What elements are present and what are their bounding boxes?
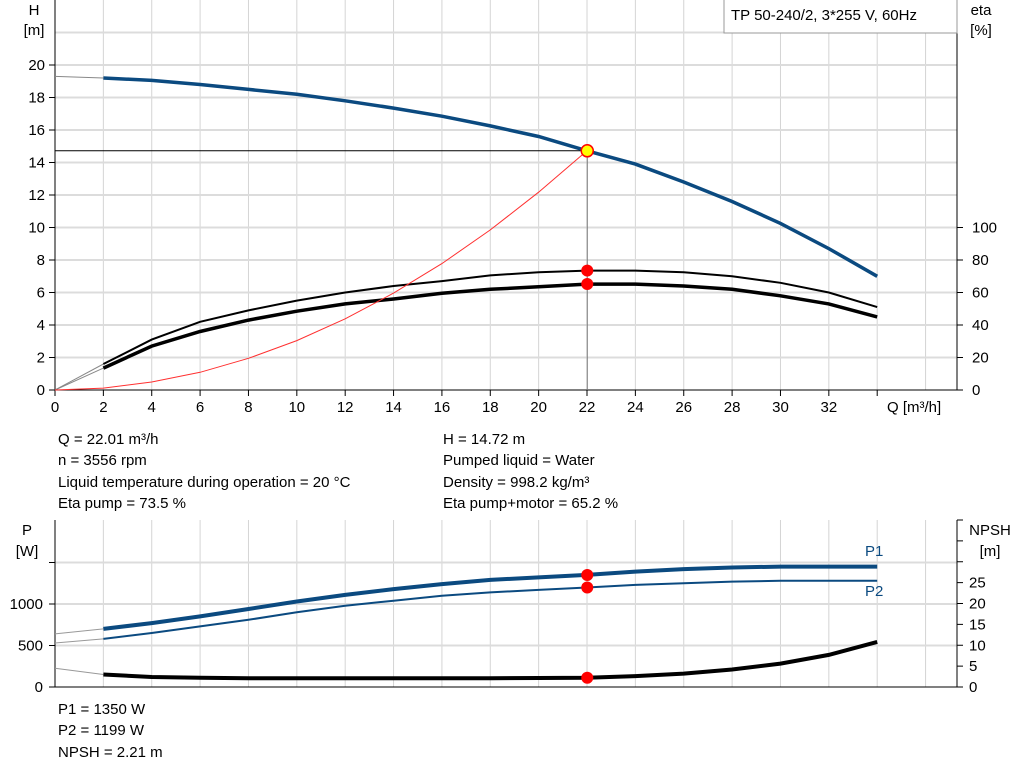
info-eta-total: Eta pump+motor = 65.2 % xyxy=(443,495,619,512)
y-tick-label: 0 xyxy=(37,382,45,399)
y-axis-unit: [m] xyxy=(24,22,45,39)
H-curve-extrapolated xyxy=(54,75,104,79)
x-tick-label: 22 xyxy=(579,399,596,416)
npsh-axis-unit: [m] xyxy=(980,543,1001,560)
eta-tick-label: 60 xyxy=(972,285,989,302)
p-tick-label: 1000 xyxy=(10,596,43,613)
p-axis-unit: [W] xyxy=(16,543,39,560)
p1-label: P1 xyxy=(865,543,883,560)
title-box xyxy=(723,0,958,34)
x-tick-label: 14 xyxy=(385,399,402,416)
info-eta-pump: Eta pump = 73.5 % xyxy=(58,495,186,512)
eta_pump-curve xyxy=(102,269,878,365)
y-tick-label: 4 xyxy=(37,317,45,334)
x-tick-label: 0 xyxy=(51,399,59,416)
x-tick-label: 26 xyxy=(675,399,692,416)
p1-point xyxy=(581,568,594,581)
x-tick-label: 32 xyxy=(820,399,837,416)
x-tick-label: 6 xyxy=(196,399,204,416)
y-tick-label: 8 xyxy=(37,252,45,269)
info-speed: n = 3556 rpm xyxy=(58,452,147,469)
info-liquid: Pumped liquid = Water xyxy=(443,452,595,469)
npsh-tick-label: 25 xyxy=(969,575,986,592)
eta-tick-label: 0 xyxy=(972,382,980,399)
p-tick-label: 0 xyxy=(35,679,43,696)
eta-tick-label: 40 xyxy=(972,317,989,334)
info-q: Q = 22.01 m³/h xyxy=(58,431,159,448)
eta-tick-label: 100 xyxy=(972,220,997,237)
x-tick-label: 12 xyxy=(337,399,354,416)
info-p2: P2 = 1199 W xyxy=(58,722,145,739)
y-tick-label: 12 xyxy=(28,187,45,204)
H-curve xyxy=(103,76,879,278)
npsh-point xyxy=(581,671,594,684)
eta-axis-label: eta xyxy=(971,2,993,19)
p1-curve-extrapolated xyxy=(54,628,104,635)
eta_pump_motor-curve-extrapolated xyxy=(54,367,104,391)
npsh-curve-extrapolated xyxy=(54,667,104,675)
info-density: Density = 998.2 kg/m³ xyxy=(443,474,590,491)
eta_pump_motor-curve xyxy=(102,282,878,370)
y-tick-label: 20 xyxy=(28,57,45,74)
p2-curve-extrapolated xyxy=(54,638,104,644)
npsh-tick-label: 10 xyxy=(969,637,986,654)
x-tick-label: 4 xyxy=(148,399,156,416)
npsh-tick-label: 20 xyxy=(969,596,986,613)
x-tick-label: 18 xyxy=(482,399,499,416)
x-tick-label: 24 xyxy=(627,399,644,416)
info-head: H = 14.72 m xyxy=(443,431,526,448)
p1-curve xyxy=(103,564,878,631)
x-tick-label: 8 xyxy=(244,399,252,416)
y-tick-label: 6 xyxy=(37,285,45,302)
info-npsh: NPSH = 2.21 m xyxy=(58,744,163,761)
npsh-tick-label: 5 xyxy=(969,658,977,675)
x-axis-label: Q [m³/h] xyxy=(887,399,941,416)
x-tick-label: 16 xyxy=(434,399,451,416)
y-tick-label: 2 xyxy=(37,350,45,367)
x-tick-label: 2 xyxy=(99,399,107,416)
info-temperature: Liquid temperature during operation = 20… xyxy=(58,474,351,491)
y-tick-label: 16 xyxy=(28,122,45,139)
x-tick-label: 28 xyxy=(724,399,741,416)
eta-tick-label: 80 xyxy=(972,252,989,269)
x-tick-label: 30 xyxy=(772,399,789,416)
p2-point xyxy=(581,581,594,594)
info-p1: P1 = 1350 W xyxy=(58,701,146,718)
x-tick-label: 20 xyxy=(530,399,547,416)
chart-title: TP 50-240/2, 3*255 V, 60Hz xyxy=(731,7,917,24)
eta_pump-curve-extrapolated xyxy=(54,363,104,391)
y-tick-label: 14 xyxy=(28,155,45,172)
npsh-tick-label: 0 xyxy=(969,679,977,696)
y-axis-label: H xyxy=(29,2,40,19)
p2-curve xyxy=(103,579,878,640)
system-curve xyxy=(54,150,588,391)
npsh-tick-label: 15 xyxy=(969,616,986,633)
eta-pump-point xyxy=(581,264,594,277)
duty-point xyxy=(580,144,595,158)
y-tick-label: 18 xyxy=(28,90,45,107)
npsh-curve xyxy=(103,639,878,681)
y-tick-label: 10 xyxy=(28,220,45,237)
p-tick-label: 500 xyxy=(18,637,43,654)
p2-label: P2 xyxy=(865,583,883,600)
x-tick-label: 10 xyxy=(288,399,305,416)
eta-axis-unit: [%] xyxy=(970,22,992,39)
npsh-axis-label: NPSH xyxy=(969,522,1011,539)
eta-tick-label: 20 xyxy=(972,350,989,367)
p-axis-label: P xyxy=(22,522,32,539)
eta-total-point xyxy=(581,278,594,291)
